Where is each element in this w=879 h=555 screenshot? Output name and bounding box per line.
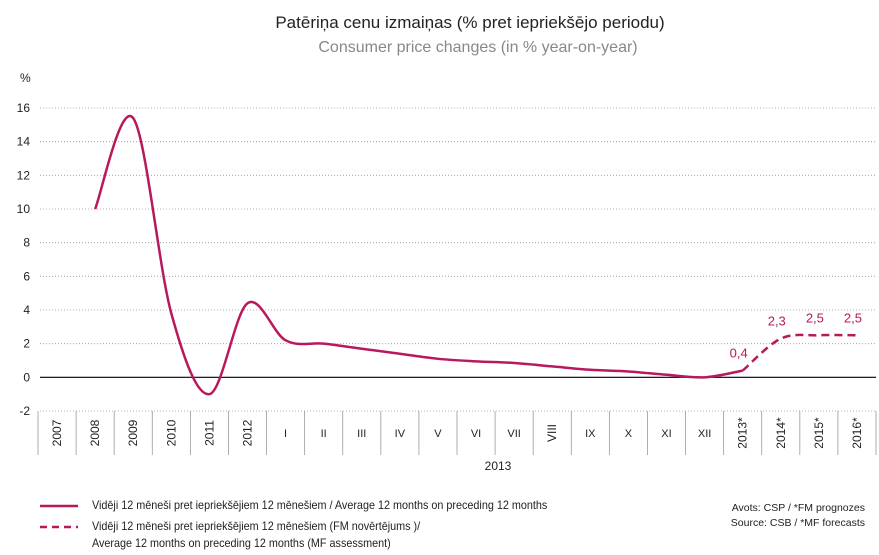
- chart-subtitle: Consumer price changes (in % year-on-yea…: [318, 39, 637, 56]
- y-tick-label: 12: [17, 168, 31, 182]
- data-label: 0,4: [730, 346, 748, 361]
- y-tick-label: 4: [23, 303, 30, 317]
- y-tick-label: 2: [23, 337, 30, 351]
- y-tick-label: 10: [17, 202, 31, 216]
- y-axis-label: %: [20, 71, 31, 85]
- x-tick-label: 2012: [241, 419, 255, 446]
- x-tick-label: 2008: [88, 419, 102, 446]
- x-tick-label: 2015*: [812, 417, 826, 449]
- data-label: 2,5: [844, 310, 862, 325]
- y-tick-label: 14: [17, 135, 31, 149]
- data-label: 2,3: [768, 314, 786, 329]
- x-tick-label: VII: [507, 428, 520, 440]
- y-tick-label: -2: [19, 404, 30, 418]
- x-tick-label: VIII: [545, 424, 559, 442]
- x-tick-label: I: [284, 428, 287, 440]
- x-tick-label: XI: [661, 428, 671, 440]
- y-tick-label: 16: [17, 101, 31, 115]
- x-tick-label: 2014*: [774, 417, 788, 449]
- x-tick-label: X: [625, 428, 633, 440]
- x-tick-label: 2013*: [736, 417, 750, 449]
- y-tick-label: 6: [23, 269, 30, 283]
- x-tick-label: II: [321, 428, 327, 440]
- y-tick-label: 0: [23, 370, 30, 384]
- x-tick-label: V: [434, 428, 442, 440]
- x-group-label: 2013: [485, 459, 512, 473]
- x-tick-label: IX: [585, 428, 596, 440]
- x-tick-label: 2011: [202, 420, 216, 446]
- series-line: [93, 114, 743, 396]
- series-line: [741, 333, 857, 372]
- source: Source: CSB / *MF forecasts: [731, 517, 865, 529]
- x-tick-label: 2016*: [850, 417, 864, 449]
- legend-entry: Vidēji 12 mēneši pret iepriekšējiem 12 m…: [92, 519, 421, 550]
- x-tick-label: 2010: [164, 419, 178, 446]
- x-tick-label: 2007: [50, 419, 64, 446]
- x-tick-label: 2009: [126, 419, 140, 446]
- legend-entry: Vidēji 12 mēneši pret iepriekšējiem 12 m…: [92, 498, 548, 512]
- data-label: 2,5: [806, 310, 824, 325]
- chart-title: Patēriņa cenu izmaiņas (% pret iepriekšē…: [275, 13, 664, 32]
- x-tick-label: XII: [698, 428, 711, 440]
- x-tick-label: VI: [471, 428, 481, 440]
- x-tick-label: IV: [395, 428, 406, 440]
- y-tick-label: 8: [23, 236, 30, 250]
- source: Avots: CSP / *FM prognozes: [732, 502, 865, 514]
- x-tick-label: III: [357, 428, 366, 440]
